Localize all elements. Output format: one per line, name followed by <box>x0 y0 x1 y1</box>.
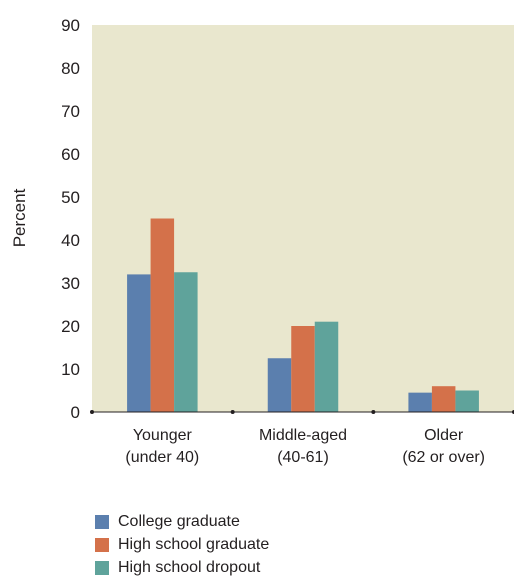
legend-item: College graduate <box>95 510 269 533</box>
bar <box>150 218 175 412</box>
x-category-label: Younger (under 40) <box>125 427 199 466</box>
bar <box>291 326 315 412</box>
x-category-label: Middle-aged (40-61) <box>259 427 347 466</box>
legend-label: High school graduate <box>118 535 270 553</box>
x-axis-tick-dot <box>230 410 235 414</box>
legend-swatch <box>95 514 109 529</box>
y-tick-label: 10 <box>61 360 80 379</box>
x-axis-tick-dot <box>371 410 376 414</box>
x-axis: Younger (under 40) Middle-aged (40-61) Older… <box>90 410 514 466</box>
bar <box>408 392 432 412</box>
bar <box>314 321 339 412</box>
y-tick-label: 30 <box>61 274 80 293</box>
y-axis-title: Percent <box>10 188 29 247</box>
legend-swatch <box>95 537 109 552</box>
x-category-label: Older (62 or over) <box>402 427 485 466</box>
legend-label: High school dropout <box>118 558 261 576</box>
legend-item: High school graduate <box>95 533 269 556</box>
y-axis-ticks: 0 10 20 30 40 50 60 70 80 90 <box>61 16 80 422</box>
y-tick-label: 0 <box>71 403 80 422</box>
y-tick-label: 20 <box>61 317 80 336</box>
x-axis-tick-dot <box>90 410 94 414</box>
bar-chart: 0 10 20 30 40 50 60 70 80 90 Younger (under 40) Mid… <box>10 16 514 466</box>
y-tick-label: 60 <box>61 145 80 164</box>
bar <box>267 358 292 412</box>
bar <box>174 272 198 412</box>
legend: College graduate High school graduate High… <box>95 510 269 579</box>
bars <box>127 218 479 412</box>
y-tick-label: 50 <box>61 188 80 207</box>
legend-swatch <box>95 560 109 575</box>
bar <box>431 386 456 412</box>
legend-label: College graduate <box>118 512 240 530</box>
y-tick-label: 80 <box>61 59 80 78</box>
bar <box>127 274 151 412</box>
y-tick-label: 90 <box>61 16 80 35</box>
legend-item: High school dropout <box>95 556 269 579</box>
y-tick-label: 40 <box>61 231 80 250</box>
bar <box>455 390 479 412</box>
y-tick-label: 70 <box>61 102 80 121</box>
